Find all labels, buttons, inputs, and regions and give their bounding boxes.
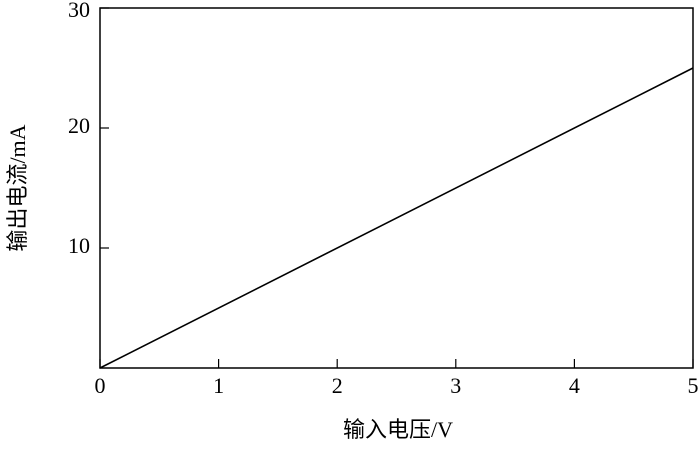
x-axis-label: 输入电压/V [343,417,453,442]
x-tick-label: 5 [688,373,699,398]
plot-frame [99,7,694,369]
x-tick-label: 2 [332,373,343,398]
y-tick-label: 20 [68,113,90,138]
x-tick-label: 4 [569,373,580,398]
x-tick-label: 0 [95,373,106,398]
y-axis-label: 输出电流/mA [5,124,30,251]
y-tick-label: 30 [68,0,90,22]
y-tick-label: 10 [68,233,90,258]
x-tick-label: 3 [450,373,461,398]
data-line [99,67,694,369]
x-tick-label: 1 [213,373,224,398]
